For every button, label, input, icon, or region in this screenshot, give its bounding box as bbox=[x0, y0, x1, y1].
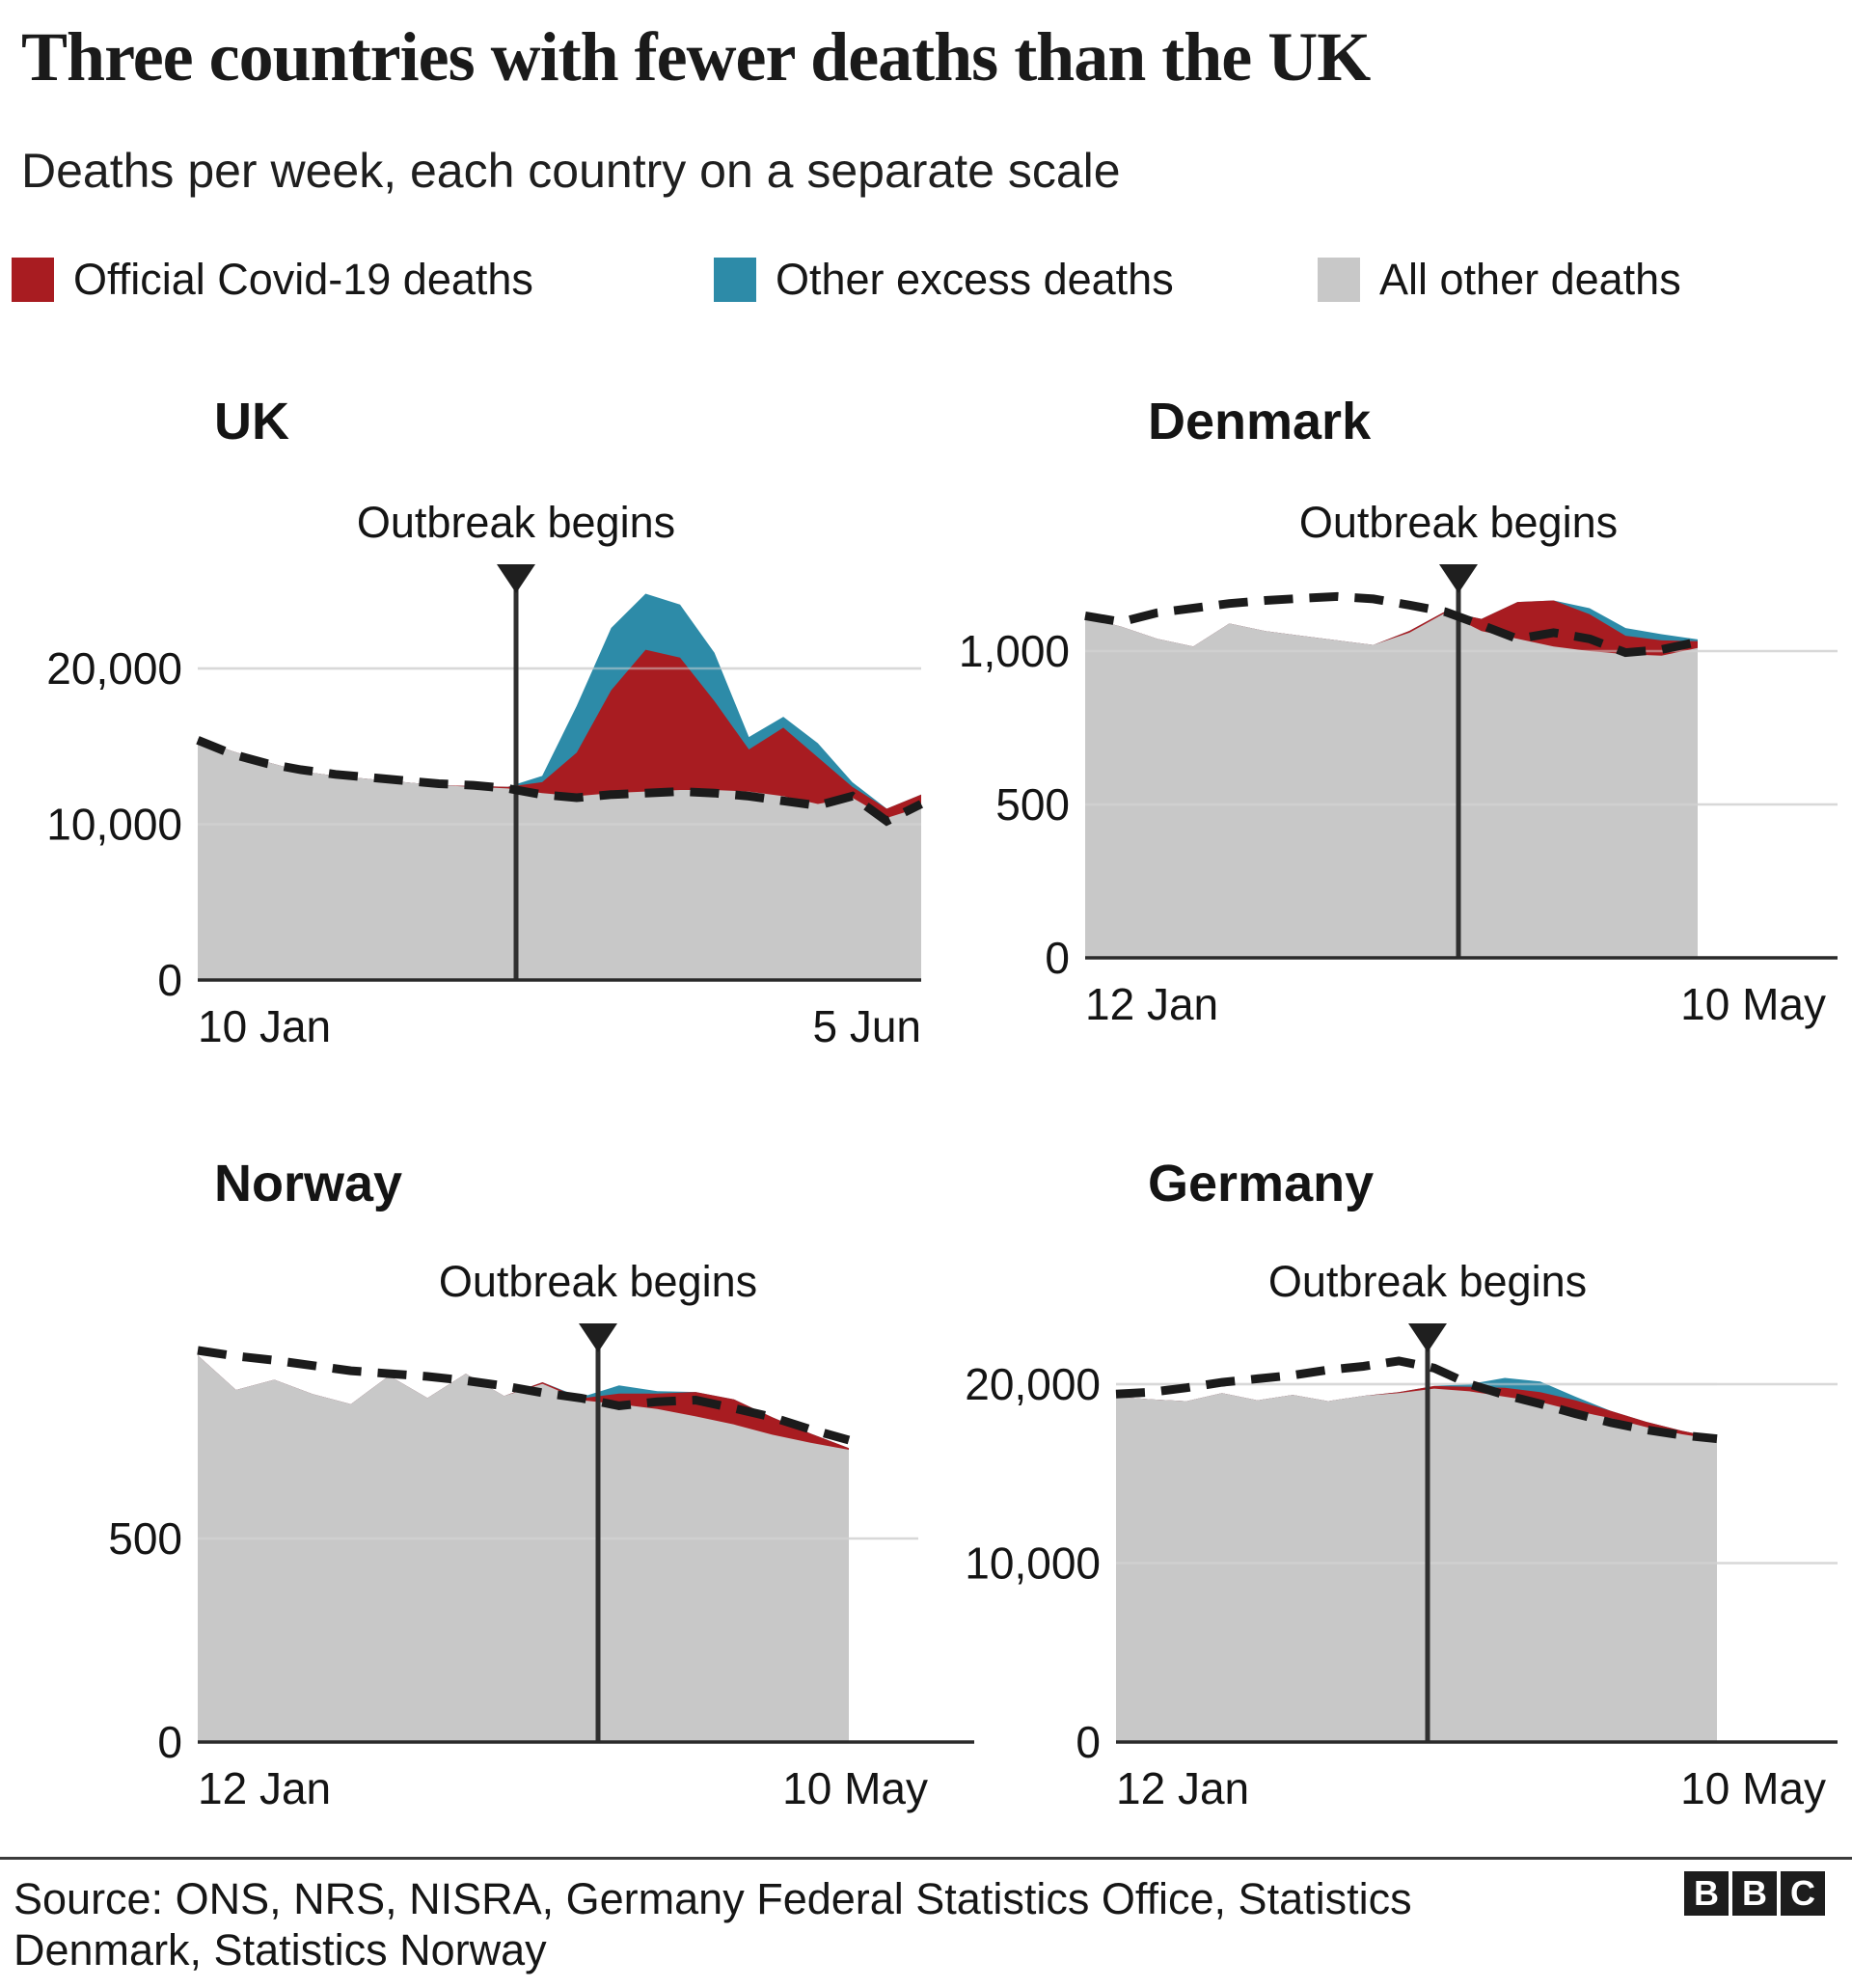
x-tick-label: 12 Jan bbox=[1085, 979, 1218, 1029]
legend-item-excess: Other excess deaths bbox=[714, 253, 1174, 307]
norway-chart-title: Norway bbox=[214, 1155, 402, 1212]
bbc-logo-letter: B bbox=[1732, 1871, 1777, 1916]
outbreak-annotation: Outbreak begins bbox=[1299, 498, 1618, 547]
y-tick-label: 20,000 bbox=[46, 643, 182, 694]
x-tick-label: 12 Jan bbox=[1116, 1763, 1249, 1813]
legend-item-other: All other deaths bbox=[1318, 253, 1681, 307]
footer-divider bbox=[0, 1857, 1852, 1860]
y-tick-label: 0 bbox=[157, 955, 182, 1005]
outbreak-annotation: Outbreak begins bbox=[357, 498, 675, 547]
bbc-logo: B B C bbox=[1684, 1871, 1829, 1916]
bbc-logo-letter: B bbox=[1684, 1871, 1729, 1916]
x-tick-label: 10 Jan bbox=[198, 1001, 331, 1051]
denmark-other-area bbox=[1085, 613, 1698, 958]
y-tick-label: 500 bbox=[108, 1513, 182, 1564]
y-tick-label: 0 bbox=[157, 1717, 182, 1767]
outbreak-marker-icon bbox=[1439, 564, 1478, 593]
norway-other-area bbox=[198, 1355, 849, 1742]
outbreak-marker-icon bbox=[579, 1323, 617, 1352]
outbreak-marker-icon bbox=[1408, 1323, 1447, 1352]
y-tick-label: 0 bbox=[1076, 1717, 1101, 1767]
chart-norway: Norway Outbreak begins 0 500 12 Jan 10 May bbox=[108, 1155, 974, 1813]
x-tick-label: 5 Jun bbox=[812, 1001, 921, 1051]
chart-denmark: Denmark Outbreak begins 0 500 1,000 12 Jan 10 … bbox=[959, 393, 1838, 1029]
germany-chart-title: Germany bbox=[1148, 1155, 1374, 1212]
y-tick-label: 500 bbox=[995, 779, 1070, 830]
norway-dashed-line bbox=[197, 1346, 851, 1445]
source-line-2: Denmark, Statistics Norway bbox=[14, 1925, 547, 1974]
page-title: Three countries with fewer deaths than t… bbox=[21, 18, 1371, 95]
y-tick-label: 10,000 bbox=[46, 800, 182, 850]
denmark-chart-title: Denmark bbox=[1148, 393, 1372, 450]
legend-label: Other excess deaths bbox=[776, 255, 1174, 304]
uk-chart-title: UK bbox=[214, 393, 289, 450]
legend: Official Covid-19 deaths Other excess de… bbox=[0, 253, 1852, 311]
outbreak-annotation: Outbreak begins bbox=[439, 1257, 757, 1306]
y-tick-label: 1,000 bbox=[959, 626, 1070, 676]
germany-dashed-line bbox=[1115, 1356, 1718, 1444]
germany-other-area bbox=[1116, 1388, 1717, 1742]
legend-item-covid: Official Covid-19 deaths bbox=[12, 253, 533, 307]
outbreak-annotation: Outbreak begins bbox=[1268, 1257, 1587, 1306]
page-subtitle: Deaths per week, each country on a separ… bbox=[21, 144, 1121, 198]
chart-uk: UK Outbreak begins 0 10,000 20,000 10 Jan 5 Ju… bbox=[46, 393, 924, 1051]
excess-swatch-icon bbox=[714, 258, 756, 302]
covid-swatch-icon bbox=[12, 258, 54, 302]
y-tick-label: 20,000 bbox=[965, 1359, 1101, 1409]
y-tick-label: 10,000 bbox=[965, 1539, 1101, 1589]
uk-dashed-line bbox=[196, 736, 924, 827]
x-tick-label: 10 May bbox=[1680, 1763, 1826, 1813]
x-tick-label: 10 May bbox=[782, 1763, 928, 1813]
x-tick-label: 12 Jan bbox=[198, 1763, 331, 1813]
chart-germany: Germany Outbreak begins 0 10,000 20,000 12 Ja… bbox=[965, 1155, 1838, 1813]
x-tick-label: 10 May bbox=[1680, 979, 1826, 1029]
source-note: Source: ONS, NRS, NISRA, Germany Federal… bbox=[14, 1873, 1605, 1975]
source-line-1: Source: ONS, NRS, NISRA, Germany Federal… bbox=[14, 1874, 1412, 1923]
legend-label: Official Covid-19 deaths bbox=[73, 255, 533, 304]
y-tick-label: 0 bbox=[1045, 933, 1070, 983]
legend-label: All other deaths bbox=[1379, 255, 1681, 304]
denmark-dashed-line bbox=[1084, 591, 1699, 658]
outbreak-marker-icon bbox=[497, 564, 535, 593]
other-swatch-icon bbox=[1318, 258, 1360, 302]
bbc-logo-letter: C bbox=[1781, 1871, 1825, 1916]
